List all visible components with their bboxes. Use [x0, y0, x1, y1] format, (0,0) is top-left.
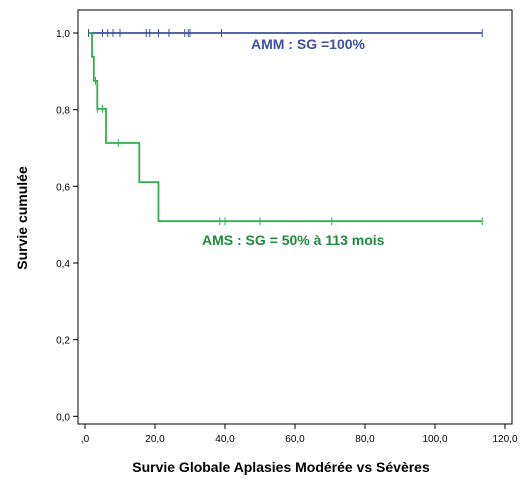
plot-area	[88, 29, 483, 226]
x-tick-label: 80,0	[355, 434, 375, 445]
x-tick-label: 20,0	[145, 434, 165, 445]
x-tick-label: 40,0	[215, 434, 235, 445]
series-0	[88, 29, 483, 37]
axes	[77, 9, 513, 425]
series-1	[88, 32, 483, 226]
x-tick-label: 60,0	[285, 434, 305, 445]
x-axis-title: Survie Globale Aplasies Modérée vs Sévèr…	[132, 459, 430, 475]
annotation-amm: AMM : SG =100%	[251, 36, 366, 52]
x-tick-label: 100,0	[422, 434, 447, 445]
survival-step-line	[88, 32, 483, 223]
y-tick-label: 1,0	[56, 29, 70, 40]
y-axis-ticks: 0,0 0,2 0,4 0,6 0,8 1,0	[56, 29, 78, 423]
plot-frame	[77, 9, 513, 425]
x-axis-ticks: ,0 20,0 40,0 60,0 80,0 100,0 120,0	[81, 424, 518, 445]
y-axis-title: Survie cumulée	[14, 166, 30, 270]
x-tick-label: ,0	[81, 434, 90, 445]
y-tick-label: 0,0	[56, 412, 70, 423]
y-tick-label: 0,4	[56, 259, 70, 270]
annotation-ams: AMS : SG = 50% à 113 mois	[202, 232, 385, 248]
y-tick-label: 0,6	[56, 182, 70, 193]
y-tick-label: 0,8	[56, 106, 70, 117]
x-tick-label: 120,0	[492, 434, 517, 445]
y-tick-label: 0,2	[56, 336, 70, 347]
